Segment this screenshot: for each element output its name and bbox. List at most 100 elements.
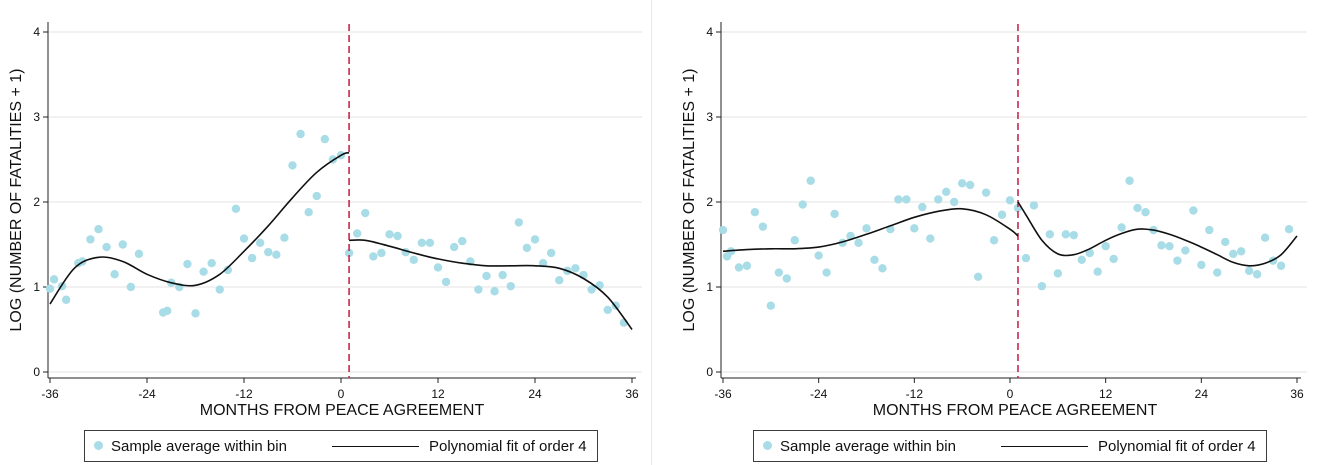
data-point (1021, 253, 1031, 263)
data-point (296, 129, 305, 139)
data-point (806, 176, 815, 185)
data-point (1117, 223, 1126, 232)
y-tick-label: 0 (706, 365, 713, 379)
data-point (973, 272, 983, 281)
data-point (264, 247, 273, 257)
y-axis-title: LOG (NUMBER OF FATALITIES + 1) (8, 68, 25, 332)
y-tick-label: 1 (706, 280, 713, 294)
data-point (1221, 237, 1230, 247)
data-point (814, 251, 823, 260)
data-point (385, 230, 394, 239)
data-point (742, 261, 752, 270)
data-point (758, 222, 768, 231)
data-point (49, 275, 59, 284)
data-point (320, 134, 330, 144)
data-point (417, 238, 427, 247)
data-point (587, 285, 596, 294)
data-point (247, 253, 257, 263)
data-point (1109, 254, 1118, 264)
data-point (1197, 260, 1206, 270)
data-point (425, 238, 435, 247)
data-point (1244, 266, 1254, 276)
data-point (926, 234, 935, 243)
y-tick-label: 0 (33, 365, 40, 379)
legend-points-label: Sample average within bin (111, 438, 287, 455)
data-point (45, 284, 55, 293)
data-point (255, 238, 265, 247)
x-tick-label: 36 (1290, 387, 1304, 401)
data-point (997, 210, 1007, 219)
data-point (86, 235, 95, 244)
x-tick-label: 36 (625, 387, 639, 401)
data-point (288, 161, 297, 170)
x-axis-title: MONTHS FROM PEACE AGREEMENT (199, 402, 485, 419)
fit-line-left (722, 207, 1019, 253)
data-point (782, 274, 791, 283)
y-tick-label: 4 (33, 25, 40, 39)
data-point (199, 267, 208, 276)
data-point (854, 238, 863, 247)
data-point (1101, 242, 1110, 251)
data-point (110, 270, 119, 279)
data-point (1029, 201, 1039, 210)
x-tick-label: 12 (1099, 387, 1113, 401)
data-point (1189, 206, 1198, 215)
data-point (555, 276, 564, 285)
data-point (94, 225, 103, 234)
fit-line-left (49, 151, 350, 305)
data-point (830, 209, 839, 219)
data-point (546, 248, 556, 258)
y-tick-label: 3 (33, 110, 40, 124)
data-point (498, 270, 507, 280)
legend-fit-line (332, 446, 419, 447)
y-axis-title: LOG (NUMBER OF FATALITIES + 1) (681, 68, 698, 332)
legend-fit-label: Polynomial fit of order 4 (1098, 438, 1256, 455)
data-point (433, 263, 443, 272)
data-point (369, 252, 378, 261)
data-point (949, 197, 959, 207)
data-point (409, 255, 418, 264)
data-point (304, 208, 313, 217)
fit-line-right (1017, 201, 1298, 267)
data-point (134, 249, 144, 259)
data-point (910, 224, 919, 233)
data-point (61, 295, 71, 304)
data-point (1045, 230, 1055, 239)
data-point (766, 301, 776, 310)
data-point (215, 285, 224, 294)
data-point (1229, 249, 1238, 259)
legend-fit-line (1001, 446, 1088, 447)
x-tick-label: 24 (1195, 387, 1209, 401)
data-point (822, 268, 831, 277)
data-point (458, 236, 467, 246)
data-point (506, 281, 515, 291)
x-tick-label: -36 (41, 387, 59, 401)
data-point (1181, 246, 1190, 255)
data-point (1260, 233, 1270, 242)
data-point (377, 248, 386, 258)
data-point (798, 200, 807, 209)
legend-point-marker (763, 441, 772, 450)
data-point (522, 243, 532, 253)
fit-line-right (349, 239, 633, 330)
data-point (1205, 225, 1214, 235)
data-point (163, 306, 172, 315)
right-chart-panel: 0 1 2 3 4 -36 -24 -12 0 12 24 36 LOG (NUMBER OF FAT… (661, 0, 1322, 465)
data-point (790, 236, 799, 245)
data-point (490, 287, 499, 296)
data-point (1125, 176, 1134, 185)
panel-divider (651, 0, 652, 465)
data-point (981, 188, 991, 197)
data-point (942, 187, 951, 196)
x-tick-label: 24 (528, 387, 542, 401)
data-point (1157, 241, 1166, 250)
data-point (1037, 281, 1047, 291)
data-point (1173, 256, 1182, 265)
data-point (1133, 203, 1142, 213)
data-point (361, 208, 370, 218)
data-point (870, 255, 879, 264)
data-point (352, 229, 362, 238)
legend-fit-label: Polynomial fit of order 4 (429, 438, 587, 455)
data-point (934, 195, 943, 204)
